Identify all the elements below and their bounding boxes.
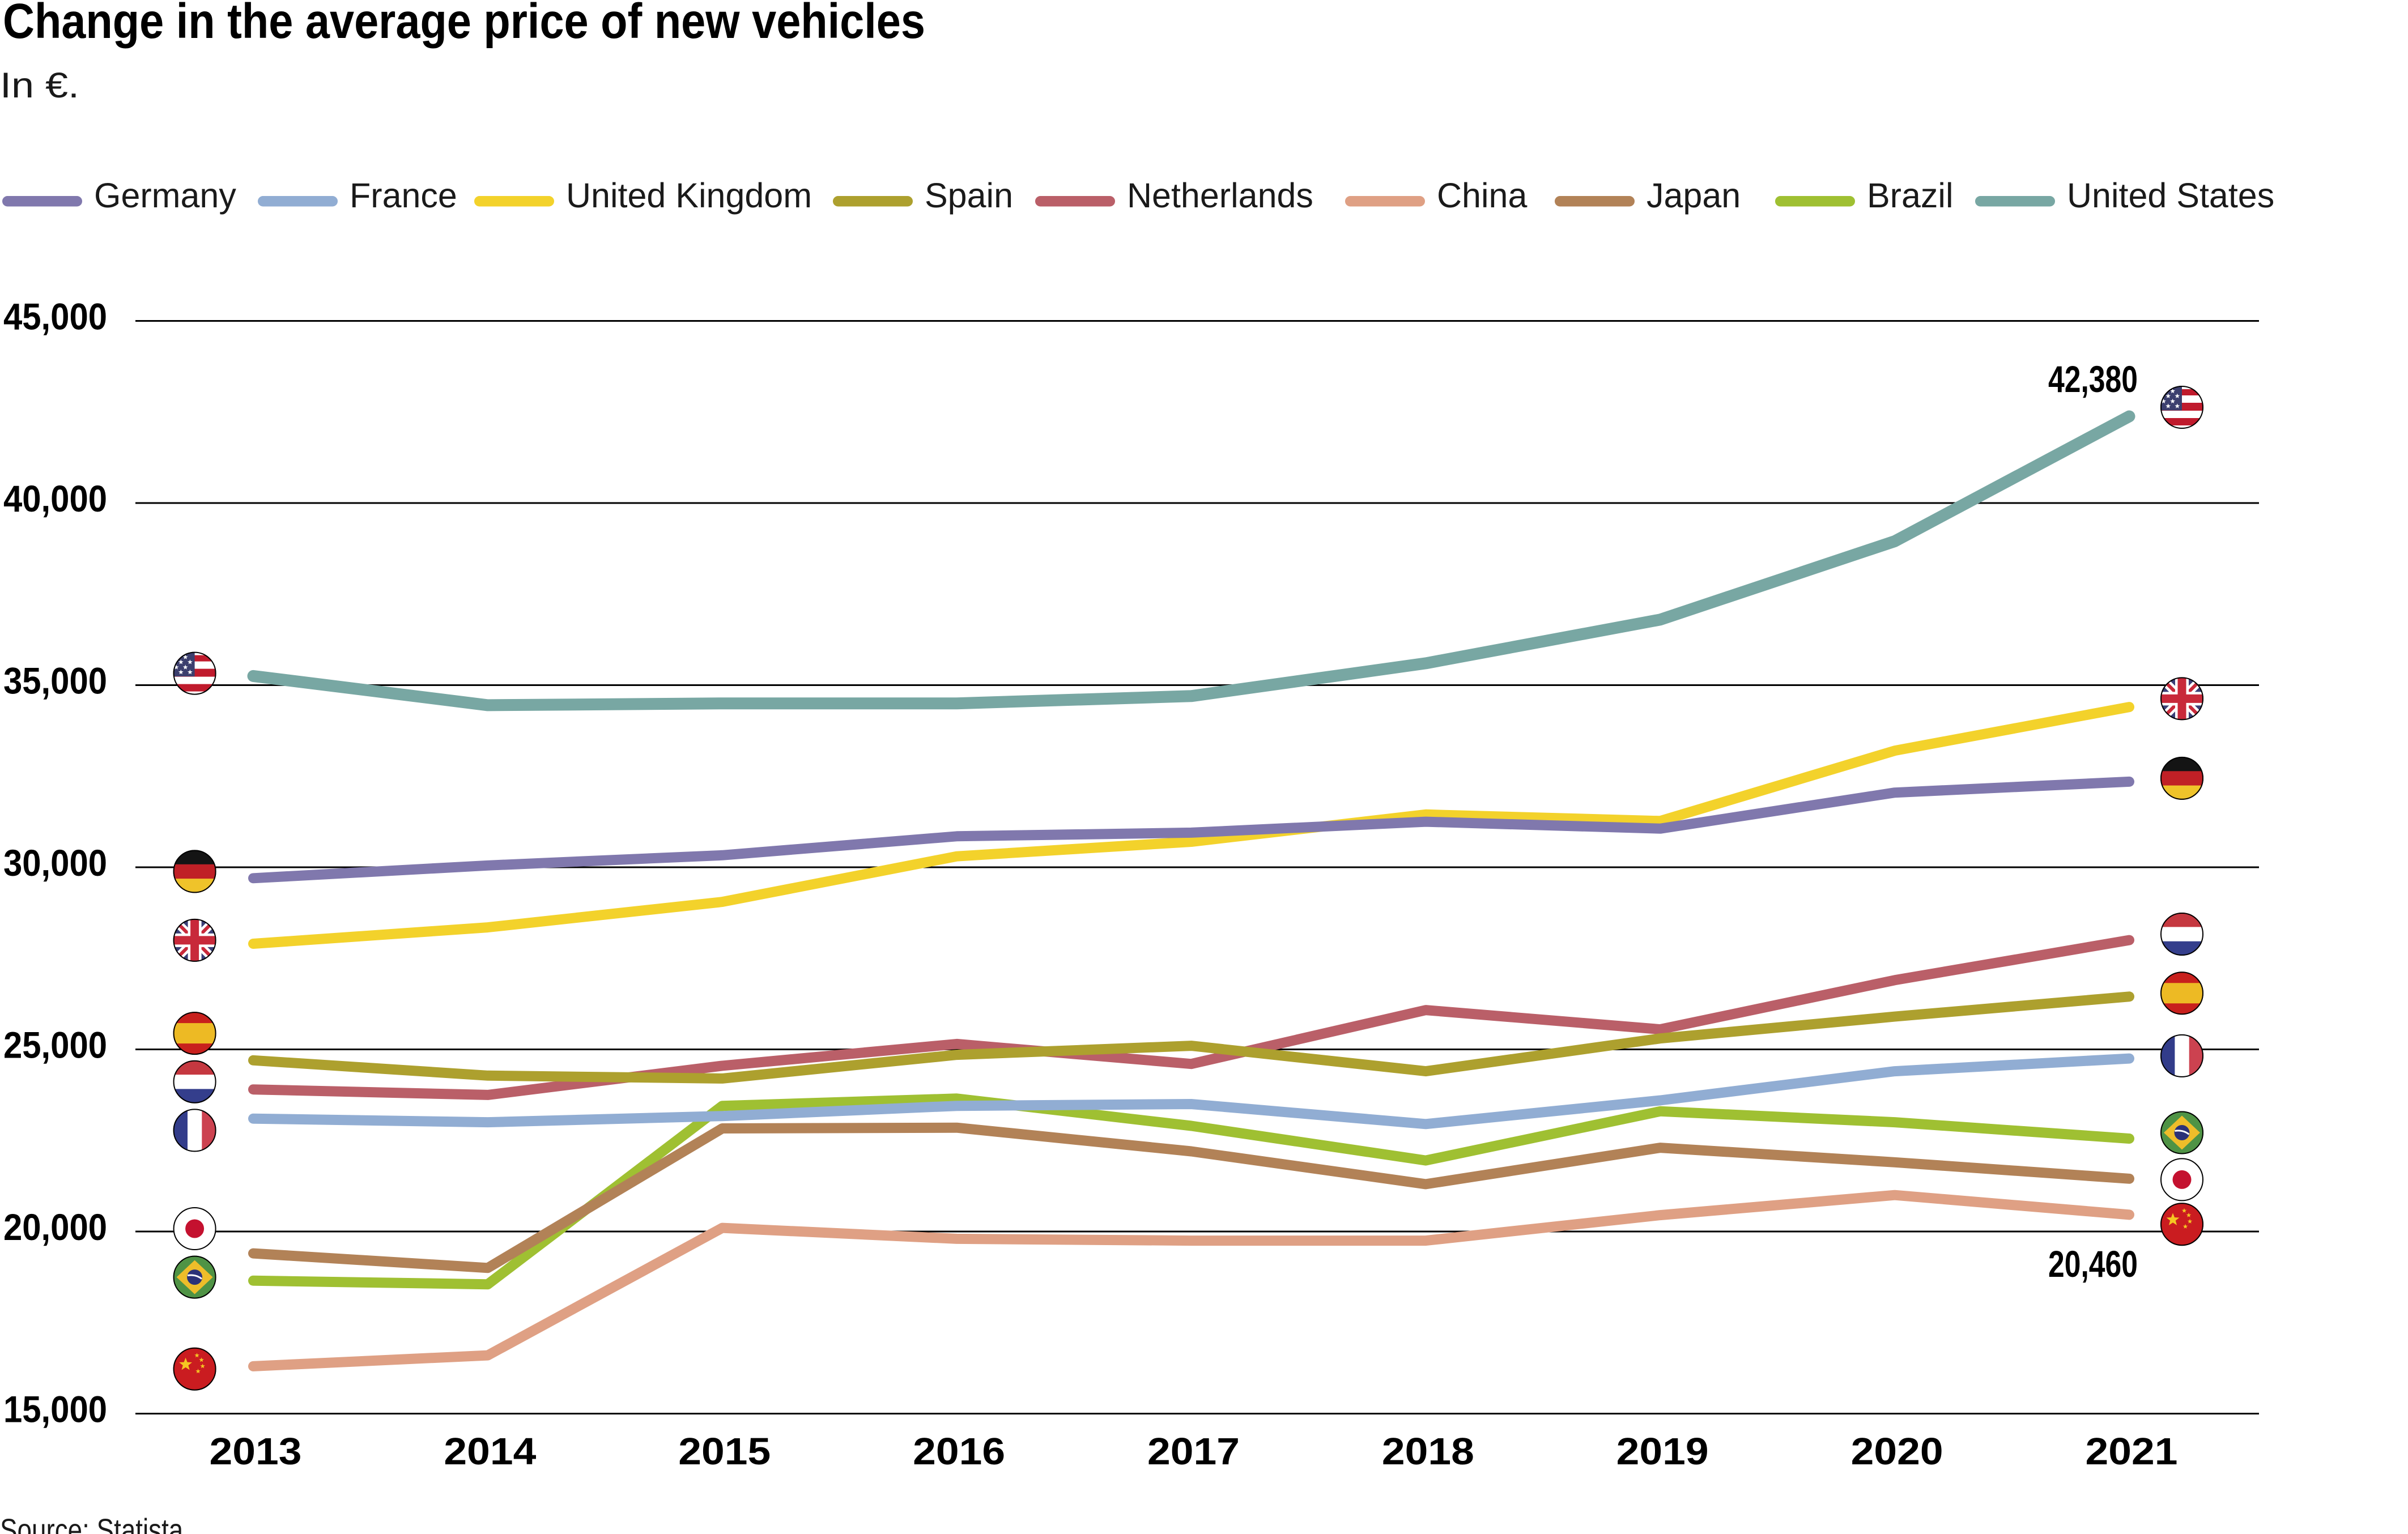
svg-text:2014: 2014: [444, 1430, 536, 1473]
svg-text:Netherlands: Netherlands: [1127, 176, 1313, 215]
svg-text:In €.: In €.: [0, 66, 79, 105]
svg-text:2015: 2015: [678, 1430, 771, 1473]
svg-text:Japan: Japan: [1647, 176, 1741, 215]
svg-text:Source: Statista.: Source: Statista.: [0, 1512, 190, 1534]
svg-text:20,460: 20,460: [2048, 1243, 2138, 1285]
svg-text:15,000: 15,000: [3, 1388, 107, 1430]
svg-text:France: France: [350, 176, 457, 215]
svg-text:United Kingdom: United Kingdom: [566, 176, 812, 215]
svg-text:2021: 2021: [2086, 1430, 2178, 1473]
svg-text:2013: 2013: [210, 1430, 302, 1473]
svg-text:2019: 2019: [1616, 1430, 1709, 1473]
svg-text:20,000: 20,000: [3, 1206, 107, 1248]
svg-text:2016: 2016: [913, 1430, 1005, 1473]
svg-text:35,000: 35,000: [3, 660, 107, 702]
svg-text:Change in the average price of: Change in the average price of new vehic…: [3, 0, 925, 49]
svg-text:45,000: 45,000: [3, 296, 107, 338]
svg-text:30,000: 30,000: [3, 842, 107, 884]
svg-text:United States: United States: [2067, 176, 2274, 215]
svg-text:42,380: 42,380: [2048, 358, 2138, 400]
svg-text:2018: 2018: [1382, 1430, 1474, 1473]
svg-text:Brazil: Brazil: [1867, 176, 1954, 215]
svg-text:China: China: [1437, 176, 1527, 215]
svg-text:Spain: Spain: [925, 176, 1013, 215]
svg-text:2017: 2017: [1147, 1430, 1240, 1473]
svg-text:25,000: 25,000: [3, 1024, 107, 1066]
svg-text:2020: 2020: [1851, 1430, 1943, 1473]
svg-text:40,000: 40,000: [3, 478, 107, 519]
svg-text:Germany: Germany: [94, 176, 236, 215]
